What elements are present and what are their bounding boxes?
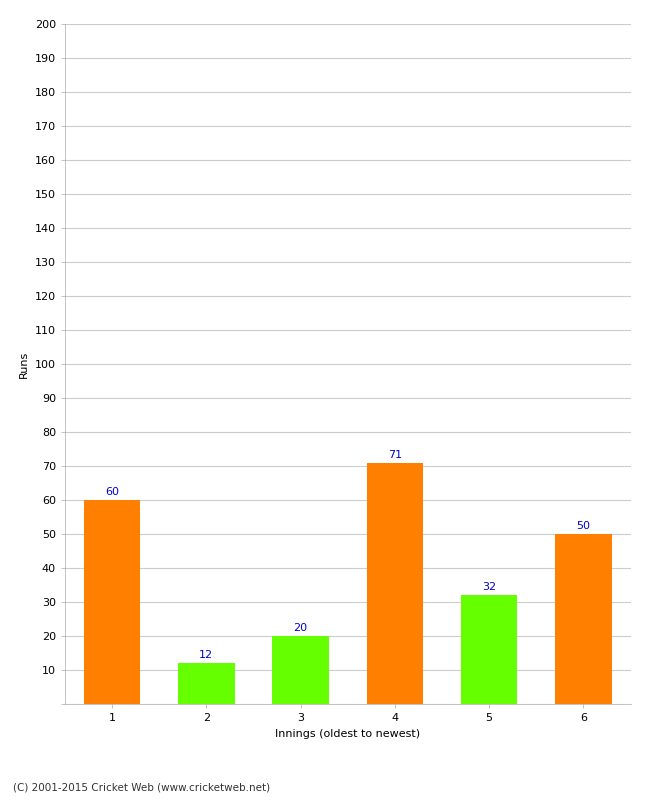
Text: 20: 20 (294, 623, 307, 634)
Bar (367, 462, 423, 704)
X-axis label: Innings (oldest to newest): Innings (oldest to newest) (275, 729, 421, 738)
Y-axis label: Runs: Runs (20, 350, 29, 378)
Bar (555, 534, 612, 704)
Text: 12: 12 (200, 650, 213, 661)
Bar (84, 500, 140, 704)
Bar (178, 663, 235, 704)
Text: 60: 60 (105, 487, 119, 498)
Bar (272, 636, 329, 704)
Bar (461, 595, 517, 704)
Text: (C) 2001-2015 Cricket Web (www.cricketweb.net): (C) 2001-2015 Cricket Web (www.cricketwe… (13, 782, 270, 792)
Text: 71: 71 (388, 450, 402, 460)
Text: 50: 50 (577, 522, 590, 531)
Text: 32: 32 (482, 582, 496, 593)
